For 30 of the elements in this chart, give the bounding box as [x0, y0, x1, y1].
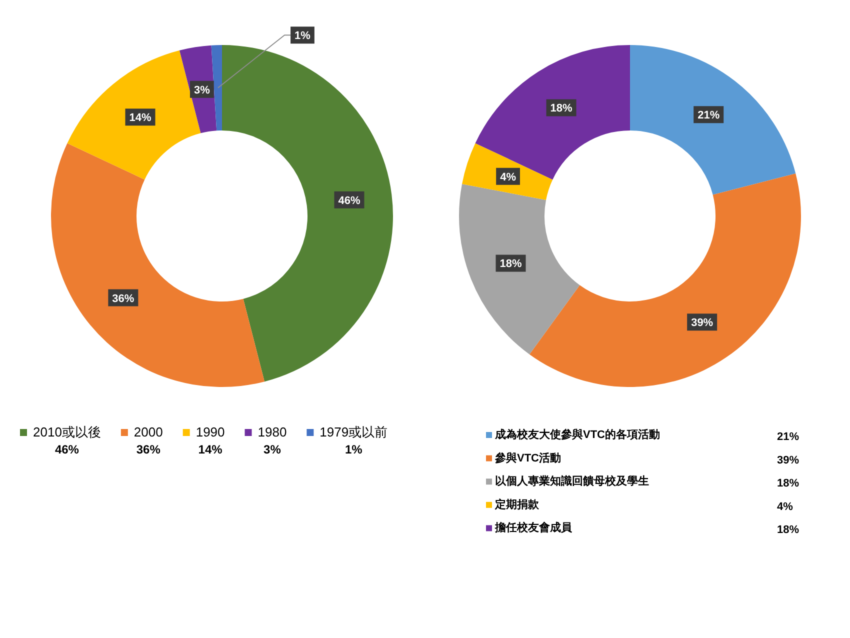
data-label: 4%	[500, 171, 516, 184]
legend-label: 2010或以後	[33, 424, 101, 440]
text: 14%	[198, 442, 222, 456]
data-label: 39%	[691, 317, 714, 330]
legend-label: 擔任校友會成員	[494, 521, 573, 534]
data-label: 36%	[112, 292, 134, 305]
text: 18%	[777, 524, 800, 536]
data-label: 21%	[698, 110, 720, 122]
text: 46%	[54, 442, 79, 456]
text: 3%	[264, 442, 281, 456]
legend-label: 2000	[134, 424, 163, 440]
data-label: 3%	[194, 84, 210, 96]
text: 18%	[777, 478, 800, 490]
data-label: 14%	[129, 112, 152, 124]
legend-label: 以個人專業知識回饋母校及學生	[495, 474, 649, 488]
legend-label: 定期捐款	[494, 498, 540, 511]
legend-label: 1980	[258, 424, 287, 440]
text: 4%	[777, 500, 793, 513]
data-label: 18%	[500, 258, 522, 270]
text: 39%	[777, 454, 800, 466]
legend-label: 1979或以前	[320, 424, 388, 440]
legend-label: 成為校友大使參與VTC的各項活動	[494, 428, 660, 442]
data-label: 18%	[550, 102, 572, 115]
text: 21%	[777, 431, 800, 444]
legend-label: 參與VTC活動	[494, 451, 561, 464]
data-label: 46%	[338, 194, 360, 207]
text: 36%	[136, 442, 160, 456]
data-label: 1%	[294, 30, 311, 42]
legend-label: 1990	[196, 424, 225, 440]
text: 1%	[344, 442, 362, 456]
